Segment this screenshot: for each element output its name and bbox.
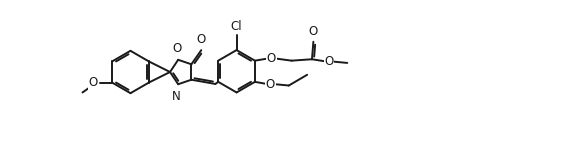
Text: Cl: Cl xyxy=(231,20,242,33)
Text: O: O xyxy=(324,55,333,68)
Text: O: O xyxy=(89,76,98,89)
Text: N: N xyxy=(173,90,181,103)
Text: O: O xyxy=(196,33,206,46)
Text: O: O xyxy=(266,78,275,91)
Text: O: O xyxy=(172,42,181,55)
Text: O: O xyxy=(308,24,318,37)
Text: O: O xyxy=(267,52,276,65)
